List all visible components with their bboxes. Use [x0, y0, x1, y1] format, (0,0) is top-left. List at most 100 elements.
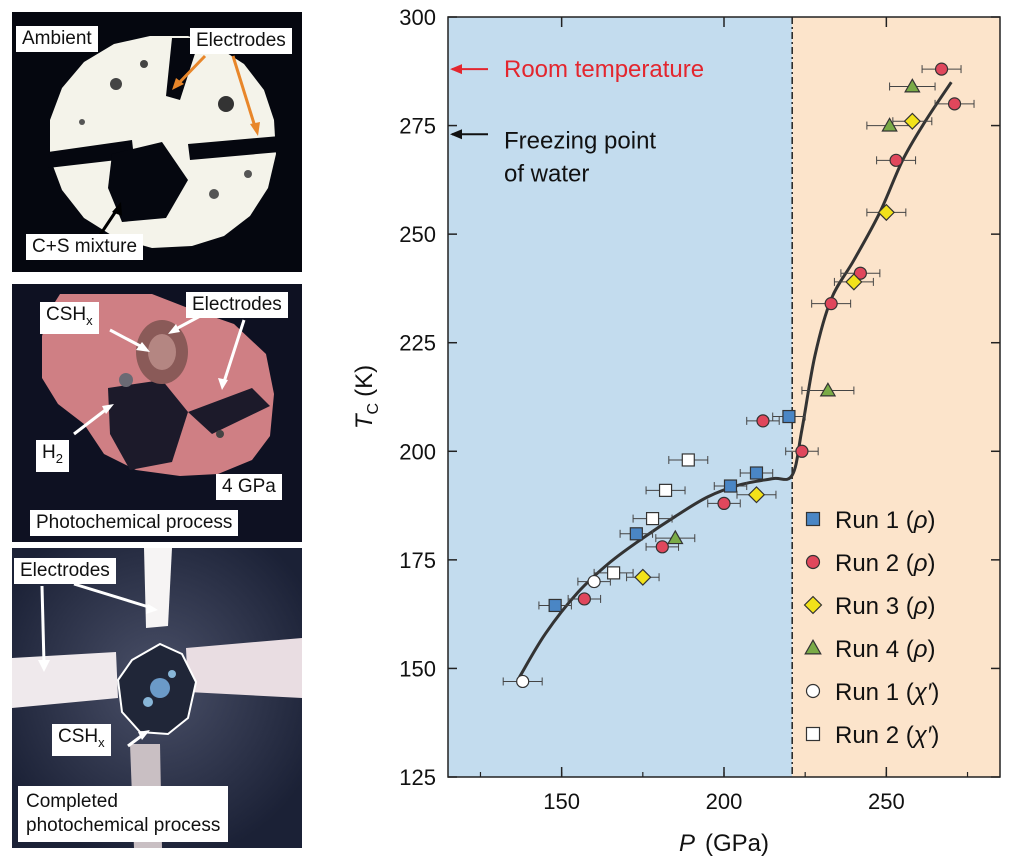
x-tick-label: 250	[868, 789, 905, 814]
pressure-label: 4 GPa	[216, 474, 282, 500]
data-point-series-1	[749, 466, 764, 480]
cshx-main: CSH	[46, 304, 87, 325]
sample-4gpa-image	[42, 294, 274, 476]
legend-label-close: )	[931, 679, 939, 706]
y-axis-label-unit: (K)	[351, 365, 378, 397]
data-point-series-3	[634, 568, 652, 586]
y-tick-label: 225	[399, 331, 436, 356]
cshx-sub: x	[86, 312, 93, 328]
electrodes-label-mid: Electrodes	[186, 292, 288, 318]
legend-label-main: Run 2 (	[835, 550, 914, 577]
ambient-label: Ambient	[16, 26, 98, 52]
data-point-series-4	[819, 382, 837, 397]
data-point-series-5	[516, 674, 530, 689]
mixture-label: C+S mixture	[26, 234, 144, 260]
data-point-series-6	[658, 483, 673, 497]
legend-marker-4	[804, 638, 822, 655]
data-point-series-2	[795, 444, 809, 458]
tc-vs-pressure-chart: 125 150 175 200 225 250 275 300 150 200 250 P (GPa) T…	[351, 5, 1001, 857]
completed-line-1: Completed	[26, 791, 118, 812]
data-point-series-1	[782, 409, 796, 424]
room-temp-label: Room temperature	[504, 56, 704, 83]
y-tick-label: 300	[399, 5, 436, 30]
y-axis-label: TC (K)	[351, 365, 382, 429]
freezing-label-line-2: of water	[504, 160, 589, 187]
data-point-series-4	[667, 529, 684, 545]
freezing-arrowhead	[450, 129, 462, 140]
legend-label-symbol: ρ	[913, 593, 928, 620]
data-point-series-3	[845, 273, 863, 291]
legend-label-main: Run 4 (	[835, 636, 914, 663]
legend-label-5: Run 1 (χ′)	[835, 679, 939, 706]
cshx-label-mid: CSHx	[40, 302, 99, 334]
legend-label-symbol: ρ	[913, 636, 928, 663]
legend-marker-5	[805, 683, 821, 699]
completed-process-label: Completed photochemical process	[18, 786, 229, 842]
data-point-series-5	[587, 574, 601, 589]
high-pressure-region	[792, 17, 1000, 777]
x-tick-label: 200	[706, 789, 743, 814]
legend-marker-6	[805, 726, 821, 742]
legend-label-symbol: ρ	[913, 507, 928, 534]
data-point-series-2	[824, 297, 838, 311]
region-backgrounds	[448, 17, 1000, 777]
y-tick-label: 250	[399, 222, 436, 247]
data-point-series-1	[548, 598, 562, 613]
data-point-series-6	[681, 453, 695, 467]
legend-label-symbol: χ′	[912, 679, 933, 706]
x-axis-label-unit: (GPa)	[705, 830, 769, 857]
x-axis-label-main: P	[679, 830, 695, 857]
legend-label-main: Run 1 (	[835, 679, 914, 706]
axes: 125 150 175 200 225 250 275 300 150 200 250 P (GPa) T…	[351, 5, 1001, 857]
legend-label-close: )	[927, 636, 935, 663]
y-axis-label-sub: C	[365, 403, 382, 415]
legend-label-close: )	[927, 550, 935, 577]
data-point-series-2	[853, 266, 867, 280]
data-point-series-1	[629, 527, 643, 541]
data-point-series-2	[934, 62, 949, 76]
photochemical-process-label: Photochemical process	[30, 510, 239, 536]
photo-panel-ambient: Ambient Electrodes C+S mixture	[12, 12, 302, 272]
data-point-series-3	[877, 203, 896, 222]
data-point-series-2	[717, 496, 731, 510]
data-point-series-2	[889, 153, 903, 167]
data-point-series-1	[723, 479, 738, 493]
legend-label-main: Run 3 (	[835, 593, 914, 620]
data-point-series-4	[904, 78, 921, 93]
room-temp-arrowhead	[450, 64, 462, 75]
data-point-series-6	[607, 566, 621, 580]
data-point-series-3	[903, 112, 921, 130]
legend: Run 1 (ρ)Run 2 (ρ)Run 3 (ρ)Run 4 (ρ)Run …	[803, 507, 939, 749]
legend-label-symbol: χ′	[912, 722, 933, 749]
data-point-series-4	[881, 117, 898, 132]
y-axis-label-main: T	[351, 412, 378, 429]
legend-label-close: )	[931, 722, 939, 749]
legend-marker-1	[805, 511, 821, 527]
cshx-label-bot: CSHx	[52, 724, 111, 756]
electrodes-label-top: Electrodes	[190, 28, 292, 54]
y-tick-label: 150	[399, 656, 436, 681]
legend-label-2: Run 2 (ρ)	[835, 550, 935, 577]
x-tick-label: 150	[543, 789, 580, 814]
completed-line-2: photochemical process	[26, 815, 221, 836]
legend-label-symbol: ρ	[913, 550, 928, 577]
data-points	[516, 62, 962, 689]
legend-marker-2	[805, 554, 821, 570]
legend-label-close: )	[927, 593, 935, 620]
legend-label-4: Run 4 (ρ)	[835, 636, 935, 663]
legend-label-3: Run 3 (ρ)	[835, 593, 935, 620]
annotations: Room temperature Freezing point of water	[450, 56, 704, 187]
y-tick-label: 175	[399, 548, 436, 573]
data-point-series-3	[747, 486, 766, 504]
legend-marker-3	[803, 595, 823, 615]
h2-sub: 2	[55, 450, 63, 466]
data-point-series-2	[655, 540, 669, 554]
photo-panel-photochemical: CSHx Electrodes H2 4 GPa Photochemical p…	[12, 284, 302, 542]
y-tick-label: 275	[399, 114, 436, 139]
data-point-series-2	[577, 592, 591, 606]
y-tick-label: 200	[399, 439, 436, 464]
h2-main: H	[42, 442, 56, 463]
legend-label-close: )	[927, 507, 935, 534]
h2-label: H2	[36, 440, 69, 472]
freezing-label-line-1: Freezing point	[504, 127, 656, 154]
